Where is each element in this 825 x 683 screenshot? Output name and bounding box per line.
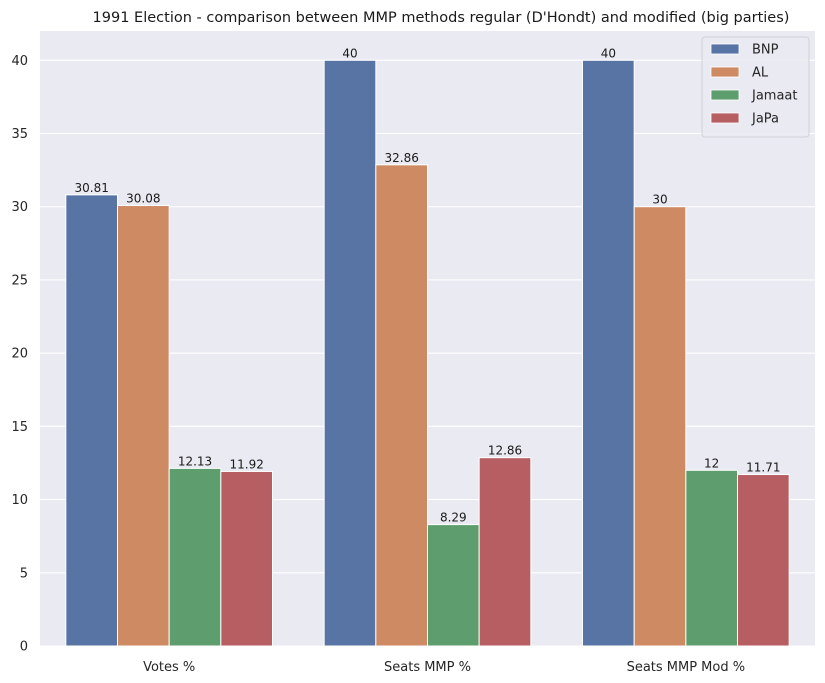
bar-value-label: 11.92 [229, 457, 263, 471]
legend-swatch [710, 89, 740, 101]
bar-bnp [582, 59, 635, 647]
legend-label: AL [752, 66, 769, 81]
bar-bnp [323, 59, 377, 647]
y-tick-label: 40 [11, 54, 28, 69]
y-tick-label: 30 [11, 200, 28, 215]
bar-jamaat [168, 467, 222, 647]
legend-swatch [710, 66, 740, 78]
y-tick-label: 0 [20, 640, 28, 655]
bar-value-label: 40 [342, 46, 357, 60]
bar-jamaat [685, 469, 738, 647]
bar-bnp [65, 194, 119, 647]
chart-title: 1991 Election - comparison between MMP m… [93, 10, 790, 26]
bar-value-label: 12.13 [178, 454, 212, 468]
legend-swatch [710, 43, 740, 55]
bar-value-label: 30 [652, 193, 667, 207]
bar-value-label: 40 [601, 46, 616, 60]
bar-japa [478, 457, 532, 647]
legend-label: BNP [752, 43, 779, 58]
bar-value-label: 30.08 [126, 192, 160, 206]
y-tick-label: 25 [11, 273, 28, 288]
x-tick-label: Seats MMP % [384, 660, 471, 675]
bar-value-label: 32.86 [384, 151, 418, 165]
bar-value-label: 8.29 [440, 511, 467, 525]
bar-al [117, 205, 170, 647]
legend: BNP AL Jamaat JaPa [701, 36, 810, 138]
bar-jamaat [427, 524, 480, 647]
legend-label: JaPa [751, 112, 779, 127]
bars [65, 59, 790, 647]
y-tick-label: 10 [11, 493, 28, 508]
legend-label: Jamaat [751, 89, 798, 104]
bar-value-label: 11.71 [746, 461, 780, 475]
x-axis: Votes % Seats MMP % Seats MMP Mod % [143, 660, 745, 675]
bar-japa [737, 474, 790, 647]
bar-al [633, 206, 687, 647]
bar-value-label: 12.86 [488, 444, 522, 458]
x-tick-label: Votes % [143, 660, 195, 675]
legend-swatch [710, 112, 740, 124]
bar-value-label: 12 [704, 456, 719, 470]
y-tick-label: 20 [11, 347, 28, 362]
legend-box [701, 36, 810, 138]
y-tick-label: 15 [11, 420, 28, 435]
y-axis: 0 5 10 15 20 25 30 35 40 [11, 54, 28, 655]
y-tick-label: 35 [11, 127, 28, 142]
bar-value-label: 30.81 [74, 181, 108, 195]
data-labels: 30.81 30.08 12.13 11.92 40 32.86 8.29 12.86 40 30… [74, 46, 780, 524]
x-tick-label: Seats MMP Mod % [627, 660, 746, 675]
y-tick-label: 5 [20, 566, 28, 581]
bar-japa [220, 470, 273, 647]
bar-al [375, 164, 429, 647]
